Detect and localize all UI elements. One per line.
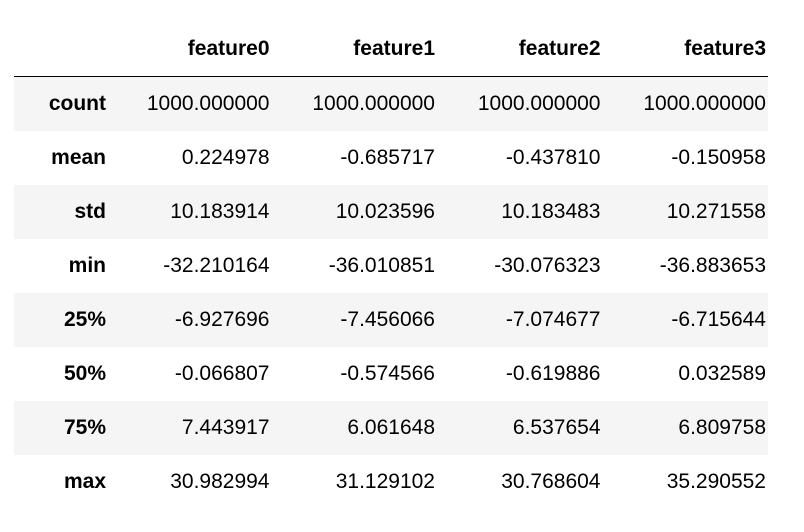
column-header: feature2 — [437, 22, 603, 77]
table-cell: 31.129102 — [335, 470, 435, 493]
table-header: feature0 feature1 feature2 feature3 — [14, 22, 768, 77]
table-cell: -30.076323 — [494, 254, 601, 277]
table-cell: -6.927696 — [174, 308, 270, 331]
table-cell: 0.032589 — [678, 362, 766, 385]
table-cell: 1000.000000 — [643, 92, 766, 115]
table-cell: 1000.000000 — [146, 92, 270, 115]
table-row: 50% -0.066807 -0.574566 -0.619886 0.0325… — [14, 347, 768, 401]
table-cell: 1000.000000 — [477, 92, 601, 115]
table-cell: -0.685717 — [340, 146, 435, 169]
row-label: 50% — [63, 362, 106, 385]
table-cell: 10.023596 — [335, 200, 435, 223]
table-row: 25% -6.927696 -7.456066 -7.074677 -6.715… — [14, 293, 768, 347]
row-label: count — [48, 92, 106, 115]
table-cell: 35.290552 — [666, 470, 766, 493]
table-cell: -0.574566 — [340, 362, 435, 385]
table-row: min -32.210164 -36.010851 -30.076323 -36… — [14, 239, 768, 293]
table-cell: 10.271558 — [666, 200, 766, 223]
table-row: count 1000.000000 1000.000000 1000.00000… — [14, 76, 768, 131]
table-cell: 0.224978 — [181, 146, 270, 169]
row-label: max — [63, 470, 106, 493]
table-row: 75% 7.443917 6.061648 6.537654 6.809758 — [14, 401, 768, 455]
table-cell: -7.456066 — [340, 308, 435, 331]
table-row: mean 0.224978 -0.685717 -0.437810 -0.150… — [14, 131, 768, 185]
table-cell: -0.619886 — [505, 362, 601, 385]
describe-table: feature0 feature1 feature2 feature3 coun… — [14, 22, 768, 509]
table-row: std 10.183914 10.023596 10.183483 10.271… — [14, 185, 768, 239]
table-cell: 6.537654 — [512, 416, 601, 439]
row-label: mean — [51, 146, 106, 169]
table-cell: 30.982994 — [170, 470, 270, 493]
table-cell: -0.066807 — [174, 362, 270, 385]
row-label: 25% — [63, 308, 106, 331]
header-row: feature0 feature1 feature2 feature3 — [14, 22, 768, 77]
table-cell: -0.150958 — [671, 146, 766, 169]
table-body: count 1000.000000 1000.000000 1000.00000… — [14, 76, 768, 509]
table-cell: -32.210164 — [163, 254, 270, 277]
column-header: feature1 — [271, 22, 437, 77]
table-cell: -6.715644 — [671, 308, 766, 331]
index-header-blank — [14, 22, 106, 77]
table-cell: 10.183483 — [501, 200, 601, 223]
dataframe-output: feature0 feature1 feature2 feature3 coun… — [14, 22, 790, 509]
table-cell: -36.010851 — [328, 254, 435, 277]
table-cell: 10.183914 — [170, 200, 270, 223]
table-cell: 7.443917 — [181, 416, 270, 439]
table-cell: 30.768604 — [501, 470, 601, 493]
row-label: std — [74, 200, 107, 223]
column-header: feature0 — [106, 22, 272, 77]
row-label: 75% — [63, 416, 106, 439]
row-label: min — [68, 254, 106, 277]
table-cell: 6.809758 — [678, 416, 766, 439]
table-cell: -0.437810 — [505, 146, 601, 169]
table-cell: -36.883653 — [659, 254, 766, 277]
table-cell: -7.074677 — [505, 308, 601, 331]
table-cell: 6.061648 — [347, 416, 435, 439]
table-row: max 30.982994 31.129102 30.768604 35.290… — [14, 455, 768, 509]
column-header: feature3 — [602, 22, 768, 77]
table-cell: 1000.000000 — [312, 92, 435, 115]
